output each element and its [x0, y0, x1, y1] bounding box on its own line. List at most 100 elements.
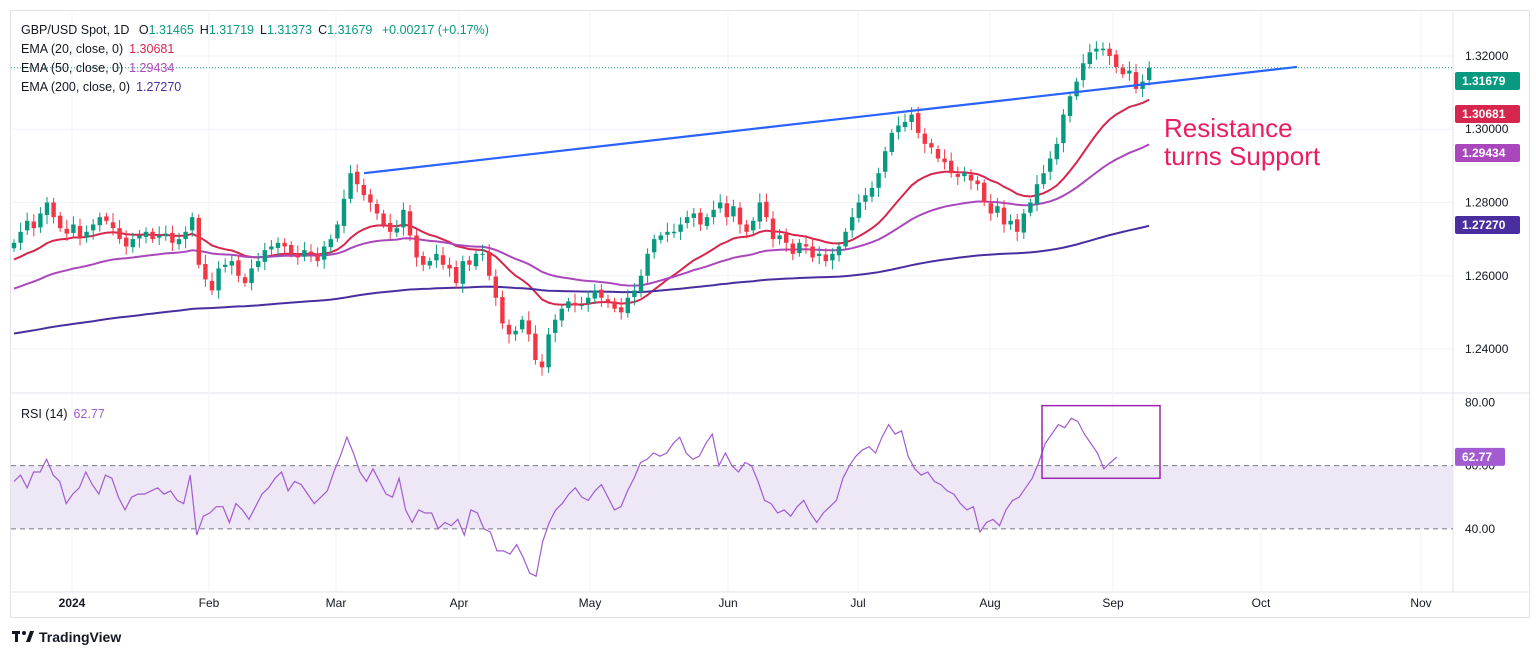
candle-body	[77, 225, 83, 238]
candle-body	[500, 297, 505, 324]
change-value: +0.00217 (+0.17%)	[381, 23, 489, 37]
candle-body	[388, 223, 393, 232]
candle-body	[869, 187, 875, 197]
candle-body	[361, 184, 366, 196]
candle-body	[1074, 81, 1079, 97]
ema200-line	[13, 224, 1150, 335]
candle-body	[1067, 96, 1073, 117]
candle-body	[916, 113, 921, 133]
candle-body	[157, 235, 162, 238]
ohlc-value-O: 1.31465	[148, 23, 194, 37]
candle-body	[1107, 48, 1112, 56]
ohlc-value-L: 1.31373	[266, 23, 313, 37]
candle-body	[25, 220, 30, 231]
candle-body	[256, 261, 261, 267]
candle-body	[447, 264, 452, 269]
candle-body	[348, 173, 353, 199]
time-tick-label: Mar	[326, 596, 347, 610]
candle-body	[718, 202, 723, 209]
candle-body	[704, 217, 710, 226]
candle-body	[968, 174, 974, 181]
candle-body	[315, 253, 320, 262]
candle-body	[427, 261, 432, 266]
candle-body	[586, 297, 591, 304]
candle-body	[18, 231, 23, 243]
candle-body	[190, 217, 195, 231]
candle-body	[619, 307, 624, 313]
price-badge-label: 1.27270	[1462, 218, 1506, 232]
symbol-label: GBP/USD Spot, 1D	[21, 23, 130, 37]
candle-body	[374, 203, 380, 214]
candle-body	[685, 217, 690, 224]
candle-body	[1100, 48, 1106, 51]
ema20-label: EMA (20, close, 0)	[21, 42, 124, 56]
candle-body	[110, 222, 116, 229]
candle-body	[11, 242, 17, 249]
candle-body	[394, 228, 399, 233]
candle-body	[91, 224, 96, 231]
candle-body	[117, 228, 122, 240]
time-tick-label: Sep	[1102, 596, 1124, 610]
ema20-value: 1.30681	[129, 42, 175, 56]
candle-body	[1133, 72, 1139, 89]
ema50-value: 1.29434	[129, 61, 175, 75]
candle-body	[1048, 158, 1053, 172]
price-badge-label: 1.31679	[1462, 74, 1506, 88]
candle-body	[335, 224, 340, 239]
candle-body	[902, 121, 908, 128]
candle-body	[1001, 207, 1007, 225]
candle-body	[929, 143, 934, 148]
candle-body	[711, 209, 716, 218]
candle-body	[1087, 52, 1092, 65]
candle-body	[909, 114, 914, 122]
candle-body	[988, 203, 993, 214]
candle-body	[480, 253, 485, 255]
time-tick-label: Jun	[718, 596, 737, 610]
price-tick-label: 1.30000	[1465, 122, 1509, 136]
candle-body	[645, 253, 650, 276]
candle-body	[493, 276, 498, 298]
candle-body	[559, 308, 564, 321]
candle-body	[566, 301, 571, 309]
time-tick-label: Nov	[1410, 596, 1431, 610]
candle-body	[84, 231, 89, 238]
candle-body	[546, 334, 551, 368]
time-tick-label: May	[579, 596, 602, 610]
candle-body	[731, 206, 736, 217]
candle-body	[520, 319, 525, 330]
ohlc-value-H: 1.31719	[208, 23, 254, 37]
candle-body	[632, 290, 637, 298]
time-tick-label: Jul	[850, 596, 865, 610]
time-tick-label: Aug	[979, 596, 1000, 610]
rsi-highlight-box	[1041, 404, 1161, 480]
ema200-label: EMA (200, close, 0)	[21, 80, 131, 94]
candle-body	[1028, 202, 1033, 213]
candle-body	[1081, 63, 1086, 81]
candle-body	[454, 266, 459, 284]
candle-body	[143, 231, 149, 237]
rsi-band	[11, 465, 1453, 530]
candle-body	[949, 160, 954, 174]
price-tick-label: 1.24000	[1465, 342, 1509, 356]
candle-body	[64, 228, 69, 234]
candle-body	[539, 361, 545, 368]
candle-body	[803, 244, 809, 247]
candle-body	[289, 244, 294, 254]
price-badges: 1.31679 1.30681 1.29434 1.27270 62.77	[1455, 72, 1520, 466]
ohlc-legend: GBP/USD Spot, 1D O1.31465 H1.31719 L1.3137…	[21, 23, 489, 37]
rsi-line-path	[13, 417, 1118, 578]
candle-body	[665, 231, 670, 235]
ema200-legend: EMA (200, close, 0) 1.27270	[21, 80, 181, 94]
tradingview-branding[interactable]: TradingView	[12, 629, 121, 645]
candle-body	[612, 301, 617, 309]
price-badge-label: 1.30681	[1462, 107, 1506, 121]
trendline	[11, 65, 1453, 175]
price-badge-label: 1.29434	[1462, 146, 1506, 160]
rsi-label: RSI (14)	[21, 407, 68, 421]
candle-body	[104, 216, 109, 221]
rsi-value: 62.77	[73, 407, 105, 421]
candle-body	[533, 333, 538, 361]
chart-frame	[10, 10, 1530, 618]
ohlc-values: O1.31465 H1.31719 L1.31373 C1.31679	[133, 23, 373, 37]
